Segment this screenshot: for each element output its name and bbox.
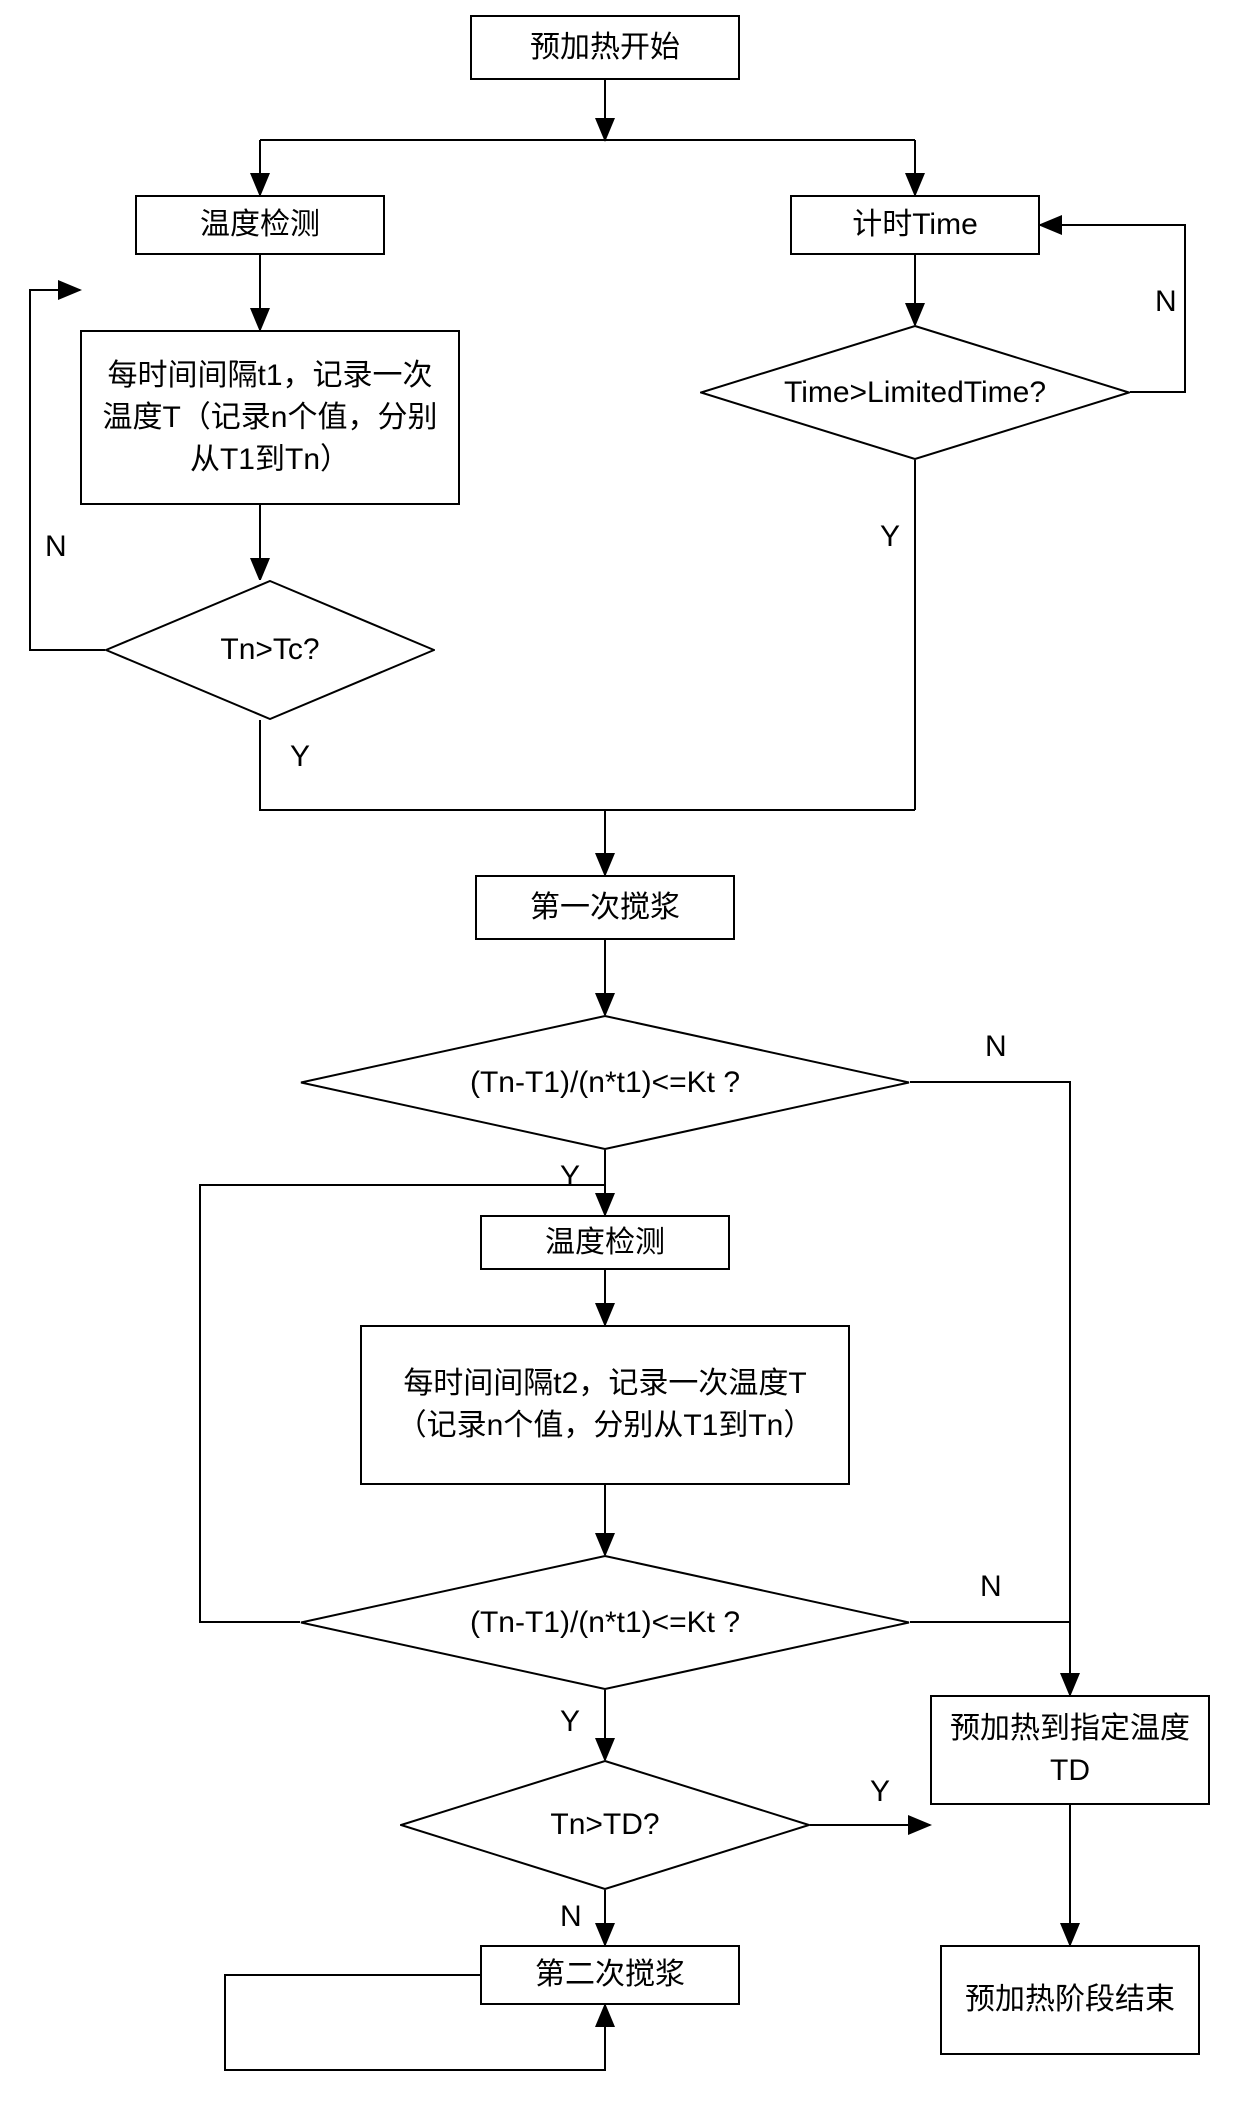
node-label: Time>LimitedTime? xyxy=(784,376,1046,410)
node-timer: 计时Time xyxy=(790,195,1040,255)
node-tn_tc: Tn>Tc? xyxy=(105,580,435,720)
node-label: (Tn-T1)/(n*t1)<=Kt ? xyxy=(470,1066,740,1100)
edge-label-text: Y xyxy=(560,1705,580,1738)
edge-label: N xyxy=(560,1900,582,1934)
node-preheat_td: 预加热到指定温度TD xyxy=(930,1695,1210,1805)
node-label: 预加热开始 xyxy=(530,27,680,69)
node-preheat_end: 预加热阶段结束 xyxy=(940,1945,1200,2055)
node-tn_td: Tn>TD? xyxy=(400,1760,810,1890)
edge-label-text: N xyxy=(1155,285,1177,318)
edge xyxy=(260,720,915,810)
node-label: 计时Time xyxy=(852,204,978,246)
edge-label: Y xyxy=(880,520,900,554)
node-label: 第二次搅浆 xyxy=(535,1954,685,1996)
node-second_stir: 第二次搅浆 xyxy=(480,1945,740,2005)
node-label: 每时间间隔t2，记录一次温度T（记录n个值，分别从T1到Tn） xyxy=(374,1363,836,1447)
node-label: 温度检测 xyxy=(200,204,320,246)
edge-label-text: N xyxy=(560,1900,582,1933)
node-label: 预加热到指定温度TD xyxy=(944,1708,1196,1792)
edge-label: N xyxy=(980,1570,1002,1604)
edge-label: N xyxy=(1155,285,1177,319)
edge-label: Y xyxy=(870,1775,890,1809)
node-label: Tn>Tc? xyxy=(220,633,319,667)
edge-label: Y xyxy=(560,1705,580,1739)
edge-label-text: Y xyxy=(290,740,310,773)
node-label: 预加热阶段结束 xyxy=(965,1979,1175,2021)
edge-label-text: Y xyxy=(870,1775,890,1808)
edge-label: Y xyxy=(560,1160,580,1194)
node-start: 预加热开始 xyxy=(470,15,740,80)
edge-label-text: Y xyxy=(560,1160,580,1193)
edge-label-text: N xyxy=(45,530,67,563)
node-label: (Tn-T1)/(n*t1)<=Kt ? xyxy=(470,1606,740,1640)
edge-label-text: Y xyxy=(880,520,900,553)
node-temp_detect1: 温度检测 xyxy=(135,195,385,255)
node-first_stir: 第一次搅浆 xyxy=(475,875,735,940)
node-label: 温度检测 xyxy=(545,1222,665,1264)
edge-label: N xyxy=(45,530,67,564)
edge-label-text: N xyxy=(980,1570,1002,1603)
node-temp_detect2: 温度检测 xyxy=(480,1215,730,1270)
node-label: Tn>TD? xyxy=(550,1808,659,1842)
node-time_check: Time>LimitedTime? xyxy=(700,325,1130,460)
edge-label-text: N xyxy=(985,1030,1007,1063)
node-label: 每时间间隔t1，记录一次温度T（记录n个值，分别从T1到Tn） xyxy=(94,355,446,481)
node-kt_check2: (Tn-T1)/(n*t1)<=Kt ? xyxy=(300,1555,910,1690)
node-label: 第一次搅浆 xyxy=(530,887,680,929)
edge-label: N xyxy=(985,1030,1007,1064)
edge-label: Y xyxy=(290,740,310,774)
node-record_t1: 每时间间隔t1，记录一次温度T（记录n个值，分别从T1到Tn） xyxy=(80,330,460,505)
node-kt_check1: (Tn-T1)/(n*t1)<=Kt ? xyxy=(300,1015,910,1150)
node-record_t2: 每时间间隔t2，记录一次温度T（记录n个值，分别从T1到Tn） xyxy=(360,1325,850,1485)
